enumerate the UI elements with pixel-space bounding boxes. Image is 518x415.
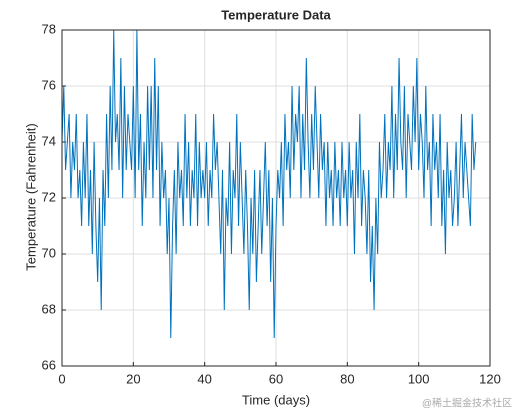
data-line bbox=[61, 29, 477, 339]
x-tick-label: 80 bbox=[340, 371, 354, 386]
y-tick-label: 74 bbox=[42, 133, 56, 148]
y-tick-label: 68 bbox=[42, 301, 56, 316]
y-tick-label: 66 bbox=[42, 357, 56, 372]
x-tick-label: 0 bbox=[58, 371, 65, 386]
chart-title: Temperature Data bbox=[221, 7, 331, 22]
y-tick-label: 72 bbox=[42, 189, 56, 204]
x-tick-label: 60 bbox=[269, 371, 283, 386]
x-tick-label: 120 bbox=[479, 371, 501, 386]
axes-box bbox=[61, 29, 491, 367]
y-tick-label: 76 bbox=[42, 77, 56, 92]
x-tick-label: 20 bbox=[126, 371, 140, 386]
x-axis-label: Time (days) bbox=[242, 392, 310, 407]
y-tick-label: 70 bbox=[42, 245, 56, 260]
x-tick-label: 40 bbox=[197, 371, 211, 386]
x-tick-label: 100 bbox=[408, 371, 430, 386]
y-tick-label: 78 bbox=[42, 21, 56, 36]
watermark: @稀土掘金技术社区 bbox=[422, 397, 512, 410]
y-axis-label: Temperature (Fahrenheit) bbox=[23, 123, 38, 270]
